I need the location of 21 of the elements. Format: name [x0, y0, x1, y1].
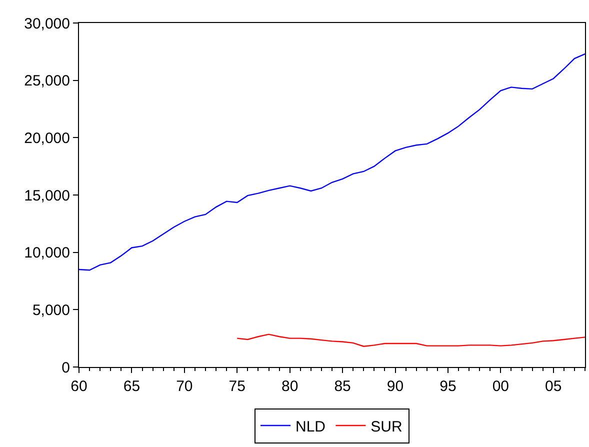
x-tick-label: 05 [545, 378, 562, 395]
legend-label: SUR [370, 418, 403, 436]
x-tick-label: 65 [123, 378, 140, 395]
x-tick-label: 70 [176, 378, 193, 395]
legend-label: NLD [296, 418, 326, 436]
x-tick-label: 95 [440, 378, 456, 395]
y-tick-label: 25,000 [24, 72, 70, 90]
x-tick-label: 75 [228, 378, 246, 395]
y-tick-label: 15,000 [24, 187, 70, 204]
y-tick-label: 30,000 [24, 15, 70, 32]
y-tick-label: 20,000 [24, 130, 70, 147]
y-tick-label: 0 [62, 359, 70, 376]
x-tick-label: 60 [70, 378, 88, 395]
line-series [236, 334, 585, 347]
y-tick-label: 10,000 [24, 244, 70, 262]
line-series [79, 53, 585, 271]
y-tick-label: 5,000 [32, 302, 70, 319]
x-tick-label: 90 [386, 378, 404, 395]
x-tick-label: 80 [281, 378, 298, 395]
x-tick-label: 00 [492, 378, 510, 395]
x-tick-label: 85 [334, 378, 351, 395]
